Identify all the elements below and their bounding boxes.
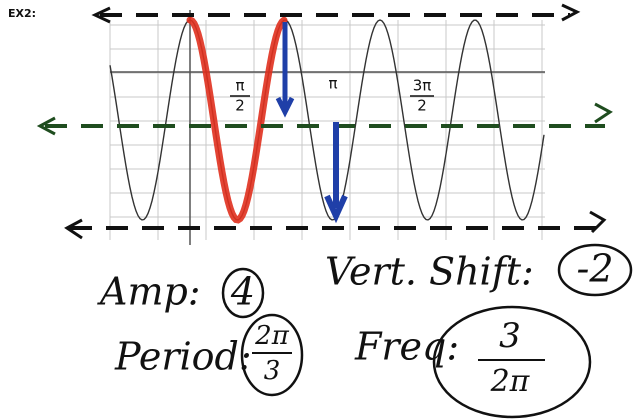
axis-label: 3π: [413, 77, 432, 95]
axis-label: 2: [417, 97, 427, 115]
vert-shift-label: Vert. Shift:: [325, 250, 534, 294]
worksheet: EX2: π 2 π 3π 2 Amp: 4 Vert. Shift: -2 P…: [0, 0, 635, 419]
axis-label: 2: [235, 97, 245, 115]
axis-label: π: [235, 77, 244, 95]
background: [0, 0, 635, 419]
vert-shift-value: -2: [576, 247, 613, 291]
example-label: EX2:: [8, 7, 36, 20]
freq-numerator: 3: [499, 316, 521, 356]
freq-denominator: 2π: [490, 364, 531, 399]
period-numerator: 2π: [254, 321, 290, 351]
period-denominator: 3: [264, 356, 281, 386]
amp-value: 4: [230, 270, 255, 314]
period-label: Period:: [114, 335, 252, 379]
axis-label: π: [328, 75, 337, 93]
amp-label: Amp:: [97, 270, 201, 314]
freq-label: Freq:: [354, 325, 459, 369]
